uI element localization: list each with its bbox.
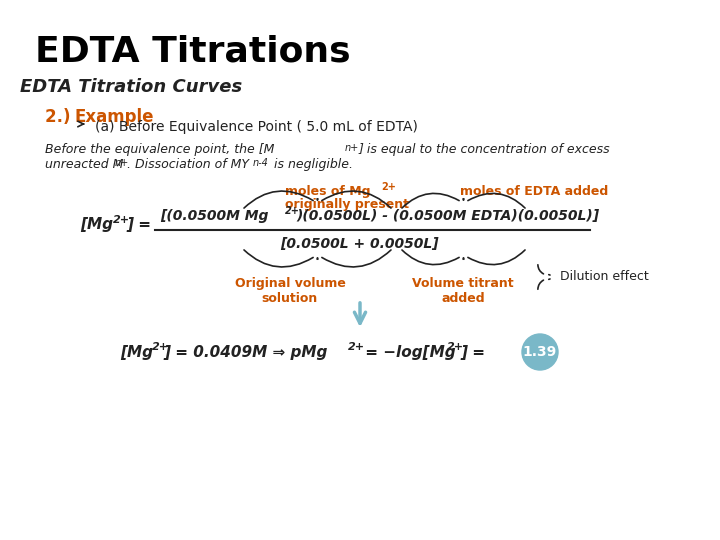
Text: ] is equal to the concentration of excess: ] is equal to the concentration of exces… [358,143,610,156]
Text: )(0.0500L) - (0.0500M EDTA)(0.0050L)]: )(0.0500L) - (0.0500M EDTA)(0.0050L)] [296,209,599,223]
Text: 2+: 2+ [285,206,300,216]
Text: originally present: originally present [285,198,409,211]
Text: unreacted M: unreacted M [45,158,123,171]
Text: ] =: ] = [126,218,151,233]
Text: 2+: 2+ [152,342,169,352]
Text: 2.): 2.) [45,108,82,126]
Text: Example: Example [75,108,155,126]
Text: . Dissociation of MY: . Dissociation of MY [127,158,249,171]
Text: 2+: 2+ [113,215,130,225]
Text: 2+: 2+ [348,342,365,352]
Text: [Mg: [Mg [80,218,113,233]
Text: Dilution effect: Dilution effect [560,271,649,284]
Text: is negligible.: is negligible. [270,158,353,171]
Text: [0.0500L + 0.0050L]: [0.0500L + 0.0050L] [280,237,438,251]
Text: Volume titrant
added: Volume titrant added [412,277,514,305]
Circle shape [522,334,558,370]
Text: moles of EDTA added: moles of EDTA added [460,185,608,198]
Text: n-4: n-4 [253,158,269,168]
Text: ] = 0.0409M ⇒ pMg: ] = 0.0409M ⇒ pMg [163,345,328,360]
Text: n+: n+ [345,143,359,153]
Text: ] =: ] = [460,345,485,360]
Text: = −log[Mg: = −log[Mg [360,345,456,360]
Text: moles of Mg: moles of Mg [285,185,371,198]
Text: [(0.0500M Mg: [(0.0500M Mg [160,209,269,223]
Text: (a) Before Equivalence Point ( 5.0 mL of EDTA): (a) Before Equivalence Point ( 5.0 mL of… [95,120,418,134]
Text: Original volume
solution: Original volume solution [235,277,346,305]
Text: EDTA Titration Curves: EDTA Titration Curves [20,78,242,96]
Text: [Mg: [Mg [120,345,153,360]
Text: 1.39: 1.39 [523,345,557,359]
Text: Before the equivalence point, the [M: Before the equivalence point, the [M [45,143,274,156]
Text: 2+: 2+ [381,182,396,192]
Text: 2+: 2+ [447,342,464,352]
Text: n+: n+ [115,158,130,168]
Text: EDTA Titrations: EDTA Titrations [35,35,351,69]
